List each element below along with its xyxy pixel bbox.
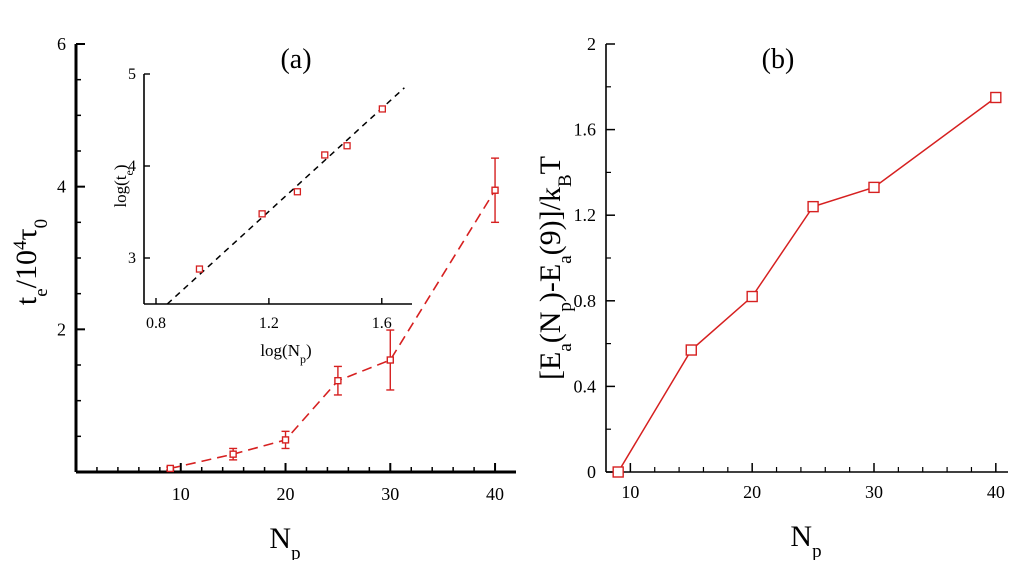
x-label-sub: p bbox=[291, 543, 301, 561]
panel-b-data-point bbox=[868, 181, 880, 194]
panel-b-x-tick-label: 20 bbox=[743, 482, 761, 502]
panel-b-y-tick-label: 1.6 bbox=[574, 120, 597, 140]
panel-b-x-tick-label: 30 bbox=[865, 482, 883, 502]
panel-b-y-tick-label: 0.4 bbox=[574, 376, 597, 396]
panel-b-y-axis-label: [Ea(Np)-Ea(9)]/kBT bbox=[534, 156, 576, 380]
panel-a-data-point bbox=[334, 376, 342, 385]
panel-a-x-tick-label: 20 bbox=[277, 484, 295, 504]
panel-b-series-line bbox=[617, 96, 997, 473]
y-label-zero: 0 bbox=[31, 219, 52, 229]
b-y-b: a bbox=[555, 343, 576, 352]
inset-x-axis-label: log(Np) bbox=[260, 341, 311, 366]
inset-y-tick-label: 5 bbox=[128, 66, 136, 83]
panel-b-y-tick-label: 2 bbox=[587, 34, 596, 54]
panel-b-y-tick-label: 1.2 bbox=[574, 205, 597, 225]
inset-data-point bbox=[258, 210, 266, 218]
b-y-c: (N bbox=[534, 312, 567, 344]
inset-x-label-sub: p bbox=[300, 352, 306, 366]
b-y-h: B bbox=[555, 174, 576, 187]
inset-y-axis-label: log(te) bbox=[111, 164, 136, 207]
b-x-label-sub: p bbox=[812, 541, 822, 561]
y-label-four: 4 bbox=[10, 240, 31, 250]
panel-b-data-point bbox=[990, 91, 1002, 104]
y-label-tau: τ bbox=[10, 228, 43, 240]
inset-x-tick-label: 1.6 bbox=[372, 315, 392, 332]
panel-b-data-point bbox=[746, 290, 758, 303]
panel-a-x-tick-label: 30 bbox=[381, 484, 399, 504]
b-y-f: a bbox=[555, 255, 576, 264]
panel-a-x-tick-label: 40 bbox=[486, 484, 504, 504]
panel-b-y-tick-label: 0.8 bbox=[574, 291, 597, 311]
b-x-label-main: N bbox=[790, 520, 812, 553]
y-label-slash: /10 bbox=[10, 250, 43, 288]
panel-b-x-tick-label: 10 bbox=[621, 482, 639, 502]
panel-a-axes: 10 20 30 40 2 4 6 bbox=[57, 34, 516, 504]
panel-b-y-tick-label: 0 bbox=[587, 462, 596, 482]
inset-data-point bbox=[321, 151, 329, 159]
panel-a-inset: 0.8 1.2 1.6 3 4 5 log(Np) log(te) bbox=[111, 66, 412, 366]
b-y-a: [E bbox=[534, 352, 567, 380]
panel-a-y-tick-label: 6 bbox=[57, 34, 66, 54]
inset-x-label-main: log(N bbox=[260, 341, 300, 360]
inset-y-tick-label: 3 bbox=[128, 250, 136, 267]
inset-x-tick-label: 1.2 bbox=[259, 315, 279, 332]
inset-y-label-main: log(t bbox=[111, 175, 130, 207]
panel-b-data-point bbox=[685, 344, 697, 356]
panel-b-x-axis-label: Np bbox=[790, 520, 821, 560]
panel-a-data-point bbox=[229, 450, 237, 458]
inset-data-point bbox=[195, 265, 204, 273]
panel-b-label: (b) bbox=[762, 44, 795, 75]
inset-x-label-close: ) bbox=[306, 341, 312, 360]
b-y-d: p bbox=[555, 302, 576, 312]
inset-y-label-sub: e bbox=[122, 170, 136, 175]
b-y-i: T bbox=[534, 156, 567, 174]
inset-data-point bbox=[378, 105, 386, 113]
panel-a-y-tick-label: 2 bbox=[57, 319, 66, 339]
panel-a-data-point bbox=[491, 186, 499, 194]
inset-data-point bbox=[343, 142, 351, 150]
inset-x-tick-label: 0.8 bbox=[146, 315, 166, 332]
panel-a-series bbox=[166, 157, 500, 473]
panel-a-data-point bbox=[281, 436, 290, 444]
panel-b-data-point bbox=[612, 466, 624, 478]
panel-a-y-axis-label: te/104τ0 bbox=[10, 219, 52, 305]
panel-a-x-tick-label: 10 bbox=[172, 484, 190, 504]
inset-y-label-close: ) bbox=[111, 164, 130, 170]
inset-y-tick-label: 4 bbox=[128, 158, 136, 175]
x-label-main: N bbox=[269, 522, 291, 555]
inset-series bbox=[166, 87, 405, 305]
inset-data-point bbox=[293, 188, 302, 196]
panel-b-axes: 10 20 30 40 0 0.4 0.8 1.2 1.6 2 bbox=[574, 34, 1008, 502]
panel-a-y-tick-label: 4 bbox=[57, 177, 66, 197]
panel-a-data-point bbox=[166, 464, 174, 473]
panel-a-label: (a) bbox=[280, 44, 311, 75]
panel-a-x-axis-label: Np bbox=[269, 522, 300, 560]
panel-b-series bbox=[612, 91, 1002, 478]
b-y-g: (9)]/k bbox=[534, 187, 567, 255]
panel-b-data-point bbox=[807, 200, 819, 213]
panel-a-series-line bbox=[170, 189, 496, 470]
y-label-t: t bbox=[10, 296, 43, 305]
inset-axes: 0.8 1.2 1.6 3 4 5 bbox=[128, 66, 412, 332]
inset-fit-line bbox=[166, 87, 405, 305]
b-y-e: )-E bbox=[534, 264, 567, 302]
y-label-e: e bbox=[31, 288, 52, 296]
panel-b-x-tick-label: 40 bbox=[987, 482, 1005, 502]
panel-a-data-point bbox=[386, 356, 394, 364]
